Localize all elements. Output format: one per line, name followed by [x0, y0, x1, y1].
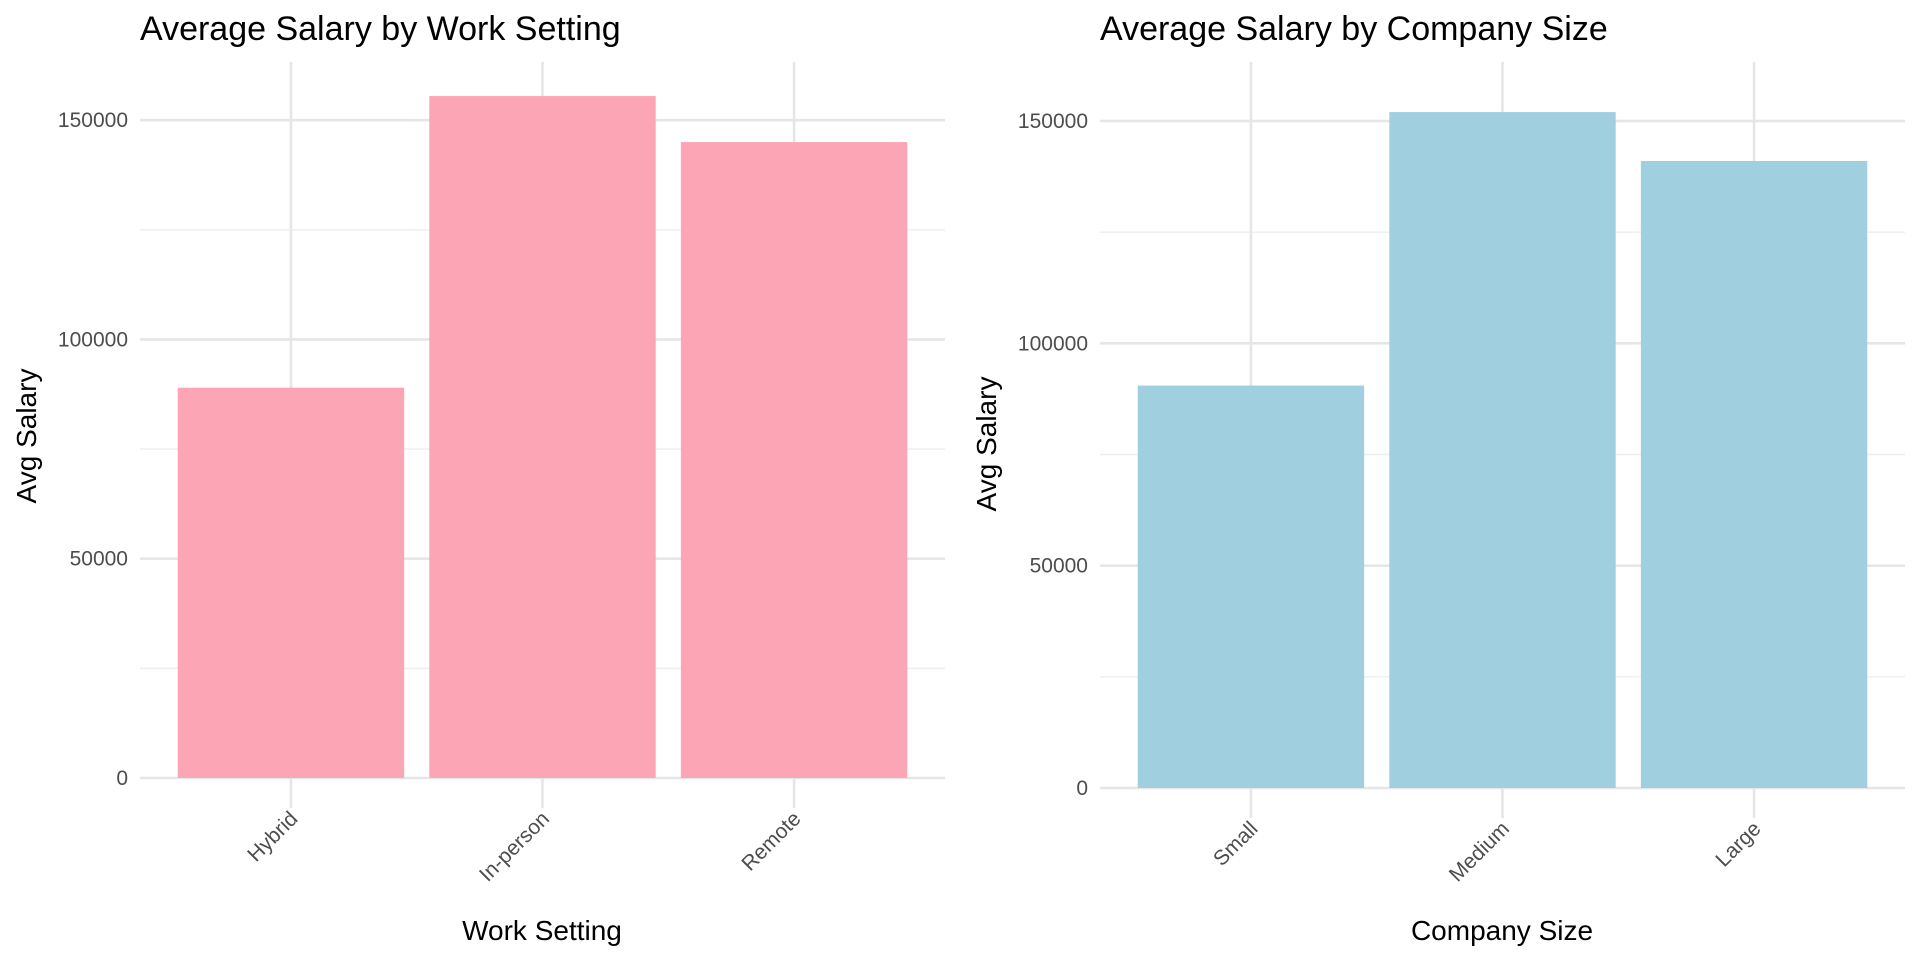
bar-hybrid: [177, 387, 405, 778]
y-axis-title: Avg Salary: [11, 369, 42, 504]
bar-large: [1640, 161, 1868, 789]
x-tick-label: In-person: [475, 807, 554, 886]
chart-title: Average Salary by Work Setting: [140, 10, 621, 48]
x-tick-label: Small: [1209, 817, 1262, 870]
x-tick-label: Large: [1711, 817, 1765, 871]
y-tick-label: 150000: [58, 109, 128, 132]
y-tick-label: 150000: [1018, 110, 1088, 133]
x-tick-labels: Small Medium Large: [1209, 817, 1766, 886]
y-tick-labels: 0 50000 100000 150000: [58, 109, 128, 790]
y-tick-label: 100000: [58, 328, 128, 351]
y-tick-label: 0: [116, 767, 128, 790]
x-tick-label: Hybrid: [243, 807, 302, 866]
x-axis-title: Company Size: [1411, 915, 1593, 946]
bar-small: [1137, 385, 1365, 788]
x-tick-label: Medium: [1445, 817, 1514, 886]
bars: [1137, 112, 1868, 789]
company-size-chart: Average Salary by Company Size 0 50000 100…: [971, 10, 1905, 946]
bars: [177, 96, 908, 779]
y-tick-label: 0: [1076, 777, 1088, 800]
x-tick-labels: Hybrid In-person Remote: [243, 807, 805, 886]
chart-title: Average Salary by Company Size: [1100, 10, 1608, 48]
y-tick-label: 50000: [70, 548, 128, 571]
y-axis-title: Avg Salary: [971, 377, 1002, 512]
x-axis-title: Work Setting: [462, 915, 622, 946]
bar-medium: [1389, 112, 1616, 789]
bar-remote: [680, 142, 908, 779]
x-tick-label: Remote: [737, 807, 805, 875]
y-tick-label: 100000: [1018, 332, 1088, 355]
y-tick-label: 50000: [1030, 555, 1088, 578]
work-setting-chart: Average Salary by Work Setting 0 50000 100…: [11, 10, 945, 946]
y-tick-labels: 0 50000 100000 150000: [1018, 110, 1088, 800]
bar-in-person: [429, 96, 656, 778]
